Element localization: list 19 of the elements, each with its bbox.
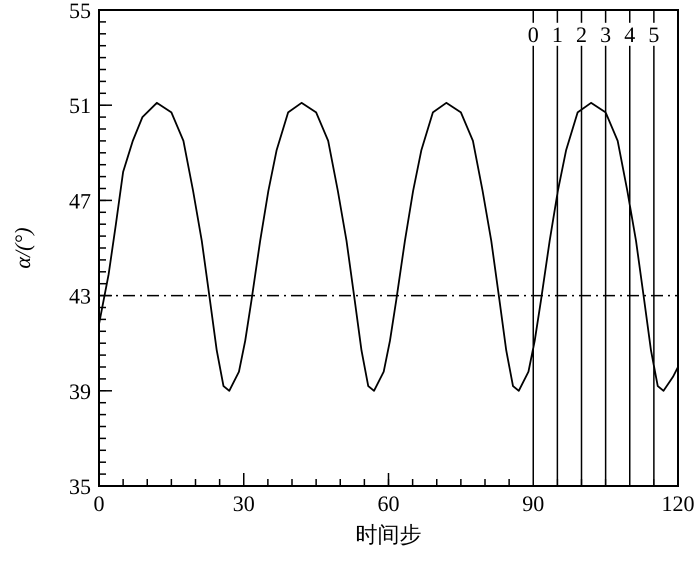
x-tick-label: 60 [378, 491, 400, 516]
y-tick-label: 35 [69, 474, 91, 499]
annotation: 5 [647, 22, 660, 47]
annotation: 3 [599, 22, 612, 47]
y-tick-label: 43 [69, 284, 91, 309]
x-axis-title: 时间步 [356, 522, 422, 547]
y-axis-title: α/(°) [10, 227, 35, 269]
x-tick-label: 0 [94, 491, 104, 516]
y-tick-label: 47 [69, 188, 91, 214]
x-tick-label: 90 [522, 491, 544, 516]
y-tick-label: 55 [69, 0, 91, 23]
annotation: 4 [623, 22, 636, 47]
y-tick-label: 51 [69, 93, 91, 118]
annotation: 0 [526, 22, 540, 47]
x-tick-label: 120 [662, 491, 694, 516]
annotation: 2 [575, 22, 588, 47]
annotation: 1 [550, 22, 564, 47]
y-tick-label: 39 [69, 378, 91, 404]
x-tick-label: 30 [232, 491, 255, 516]
